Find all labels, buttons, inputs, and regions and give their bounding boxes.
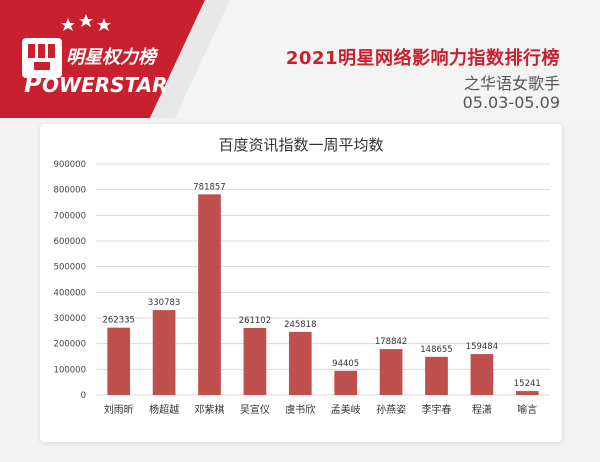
y-tick-label: 0 [81, 391, 86, 401]
bar-chart: 百度资讯指数一周平均数 0 100000 200000 300000 400000 500… [54, 136, 550, 416]
x-axis-labels: 刘雨昕 杨超越 邓紫棋 吴宣仪 虞书欣 孟美岐 孙燕姿 李宇春 程潇 喻言 [104, 403, 538, 416]
logo-bottom-text: OWERSTAR [42, 73, 168, 97]
data-label: 781857 [193, 182, 225, 192]
x-tick-label: 孙燕姿 [376, 403, 406, 416]
y-tick-label: 200000 [54, 340, 86, 350]
data-label: 262335 [102, 316, 134, 326]
bars [107, 194, 539, 395]
bar [515, 391, 539, 395]
bar [379, 349, 403, 395]
y-tick-label: 600000 [54, 237, 86, 247]
y-tick-label: 900000 [54, 160, 86, 170]
logo-p-letter: P [24, 70, 42, 98]
data-label: 159484 [466, 342, 498, 352]
date-range: 05.03-05.09 [462, 93, 560, 112]
y-tick-label: 700000 [54, 211, 86, 221]
data-label: 245818 [284, 320, 316, 330]
bar [334, 370, 358, 395]
logo-top-text: 明星权力榜 [66, 47, 159, 68]
y-tick-label: 300000 [54, 314, 86, 324]
bar [152, 310, 176, 395]
y-tick-label: 100000 [54, 365, 86, 375]
data-label: 261102 [239, 316, 271, 326]
page-title: 2021明星网络影响力指数排行榜 [285, 48, 560, 69]
y-tick-label: 800000 [54, 186, 86, 196]
y-tick-label: 500000 [54, 263, 86, 273]
data-label: 178842 [375, 337, 407, 347]
bar [470, 354, 494, 395]
bar [198, 194, 221, 395]
bar [425, 356, 448, 395]
bar [107, 327, 131, 395]
bar [243, 327, 267, 395]
x-tick-label: 邓紫棋 [195, 403, 225, 416]
x-tick-label: 孟美岐 [331, 403, 361, 416]
x-tick-label: 刘雨昕 [104, 404, 134, 416]
y-axis-ticks: 0 100000 200000 300000 400000 500000 600000 700… [54, 160, 86, 401]
page-subtitle: 之华语女歌手 [463, 74, 560, 93]
bar [288, 331, 312, 395]
data-labels: 262335 330783 781857 261102 245818 94405 17884… [102, 182, 540, 389]
powerstar-logo: 明星权力榜 P OWERSTAR [0, 0, 230, 118]
chart-title: 百度资讯指数一周平均数 [218, 136, 383, 154]
x-tick-label: 李宇春 [422, 403, 452, 416]
x-tick-label: 杨超越 [149, 403, 179, 416]
data-label: 148655 [420, 345, 452, 355]
data-label: 94405 [332, 359, 359, 369]
data-label: 330783 [148, 298, 180, 308]
x-tick-label: 虞书欣 [285, 403, 315, 416]
data-label: 15241 [514, 379, 541, 389]
y-tick-label: 400000 [54, 288, 86, 298]
x-tick-label: 吴宣仪 [240, 403, 270, 416]
header-banner: 明星权力榜 P OWERSTAR 2021明星网络影响力指数排行榜 之华语女歌手… [0, 0, 600, 118]
x-tick-label: 程潇 [472, 403, 492, 416]
x-tick-label: 喻言 [517, 403, 537, 416]
